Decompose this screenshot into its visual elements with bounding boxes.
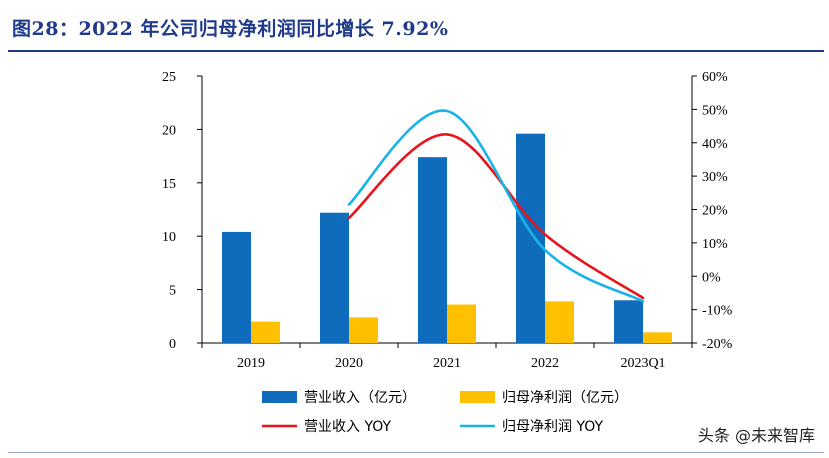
net-profit-bar — [251, 321, 280, 343]
bottom-divider — [8, 452, 824, 453]
revenue-bar — [222, 231, 251, 343]
tick-labels: 0 5 10 15 20 25 -20% -10% 0% 10% 20% 30% 40% 50% 60% 20… — [162, 70, 733, 371]
figure-title: 图28：2022 年公司归母净利润同比增长 7.92% — [12, 18, 449, 40]
y-right-tick-label: -20% — [702, 337, 733, 352]
x-tick-label: 2020 — [335, 356, 363, 371]
legend-label: 归母净利润（亿元） — [502, 389, 628, 406]
line-series — [347, 109, 645, 303]
revenue-yoy-line — [347, 133, 645, 300]
legend-label: 营业收入（亿元） — [304, 390, 416, 406]
legend-label: 归母净利润 YOY — [502, 418, 603, 435]
revenue-bar — [418, 157, 447, 343]
y-right-tick-label: -10% — [702, 304, 733, 319]
net-profit-bar — [447, 304, 476, 343]
revenue-bar — [614, 300, 643, 343]
y-right-tick-label: 50% — [702, 103, 728, 118]
y-right-tick-label: 40% — [702, 137, 728, 152]
y-left-tick-label: 10 — [162, 230, 176, 245]
x-tick-label: 2019 — [237, 356, 265, 371]
legend-swatch — [262, 391, 297, 403]
x-tick-label: 2023Q1 — [620, 356, 665, 371]
chart-legend: 营业收入（亿元） 归母净利润（亿元） 营业收入 YOY 归母净利润 YOY — [262, 389, 628, 435]
y-right-tick-label: 20% — [702, 204, 728, 219]
net-profit-bar — [545, 301, 574, 343]
legend-swatch — [460, 391, 495, 403]
net-profit-bar — [643, 332, 672, 343]
y-left-tick-label: 0 — [169, 337, 176, 352]
y-right-tick-label: 60% — [702, 70, 728, 85]
x-tick-label: 2021 — [433, 356, 461, 371]
y-left-tick-label: 15 — [162, 177, 176, 192]
net-profit-bar — [349, 317, 378, 343]
y-right-tick-label: 30% — [702, 170, 728, 185]
watermark-text: 头条 @未来智库 — [697, 426, 815, 445]
title-underline — [8, 50, 824, 52]
revenue-bar — [516, 133, 545, 343]
x-tick-label: 2022 — [531, 356, 559, 371]
y-right-tick-label: 0% — [702, 270, 721, 285]
y-right-tick-label: 10% — [702, 237, 728, 252]
y-left-tick-label: 20 — [162, 123, 176, 138]
y-left-tick-label: 5 — [169, 284, 176, 299]
net-profit-yoy-line — [347, 109, 645, 303]
bar-series — [222, 133, 672, 343]
revenue-bar — [320, 212, 349, 343]
legend-label: 营业收入 YOY — [304, 419, 391, 435]
y-left-tick-label: 25 — [162, 70, 176, 85]
